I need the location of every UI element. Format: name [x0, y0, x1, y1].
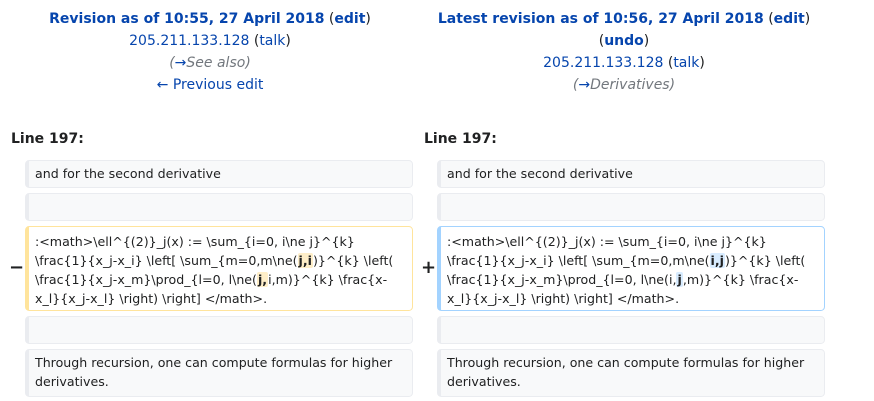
previous-edit-link[interactable]: ← Previous edit: [156, 77, 264, 93]
left-revision-header: Revision as of 10:55, 27 April 2018 (edi…: [10, 8, 410, 96]
left-context-line-2: [25, 193, 413, 221]
right-user-line: 205.211.133.128 (talk): [543, 55, 705, 71]
left-user-link[interactable]: 205.211.133.128: [129, 33, 250, 49]
right-edit-link[interactable]: edit: [773, 11, 805, 27]
right-user-link[interactable]: 205.211.133.128: [543, 55, 664, 71]
right-context-line-3: [437, 316, 825, 344]
right-context-line-1: and for the second derivative: [437, 160, 825, 188]
deleted-word-1: j,i: [297, 253, 313, 268]
undo-link[interactable]: undo: [604, 33, 644, 49]
deleted-word-2: j,: [256, 272, 269, 287]
left-line-number: Line 197:: [11, 131, 84, 147]
left-edit-summary: (→See also): [169, 55, 251, 71]
right-line-number: Line 197:: [424, 131, 497, 147]
left-context-line-3: [25, 316, 413, 344]
right-talk-link[interactable]: talk: [673, 55, 700, 71]
left-talk-link[interactable]: talk: [259, 33, 286, 49]
right-summary-section: Derivatives: [590, 77, 670, 93]
right-edit-summary: (→Derivatives): [572, 77, 676, 93]
left-context-line-4: Through recursion, one can compute formu…: [25, 349, 413, 397]
added-line: :<math>\ell^{(2)}_j(x) := \sum_{i=0, i\n…: [437, 226, 825, 311]
added-line-marker: +: [421, 257, 437, 278]
left-user-line: 205.211.133.128 (talk): [129, 33, 291, 49]
left-revision-title-line: Revision as of 10:55, 27 April 2018 (edi…: [49, 11, 371, 27]
added-word-2: j: [676, 272, 683, 287]
right-section-arrow-link[interactable]: →: [578, 77, 591, 93]
left-revision-title-link[interactable]: Revision as of 10:55, 27 April 2018: [49, 11, 325, 27]
left-context-line-1: and for the second derivative: [25, 160, 413, 188]
added-word-1: i,j: [709, 253, 725, 268]
right-revision-title-line: Latest revision as of 10:56, 27 April 20…: [437, 11, 811, 27]
right-revision-header: Latest revision as of 10:56, 27 April 20…: [422, 8, 826, 96]
right-context-line-4: Through recursion, one can compute formu…: [437, 349, 825, 397]
right-context-line-2: [437, 193, 825, 221]
left-section-arrow-link[interactable]: →: [174, 55, 187, 71]
left-summary-section: See also: [186, 55, 246, 71]
deleted-line: :<math>\ell^{(2)}_j(x) := \sum_{i=0, i\n…: [25, 226, 413, 311]
right-revision-title-link[interactable]: Latest revision as of 10:56, 27 April 20…: [437, 11, 764, 27]
deleted-line-marker: −: [9, 257, 25, 278]
left-edit-link[interactable]: edit: [334, 11, 366, 27]
